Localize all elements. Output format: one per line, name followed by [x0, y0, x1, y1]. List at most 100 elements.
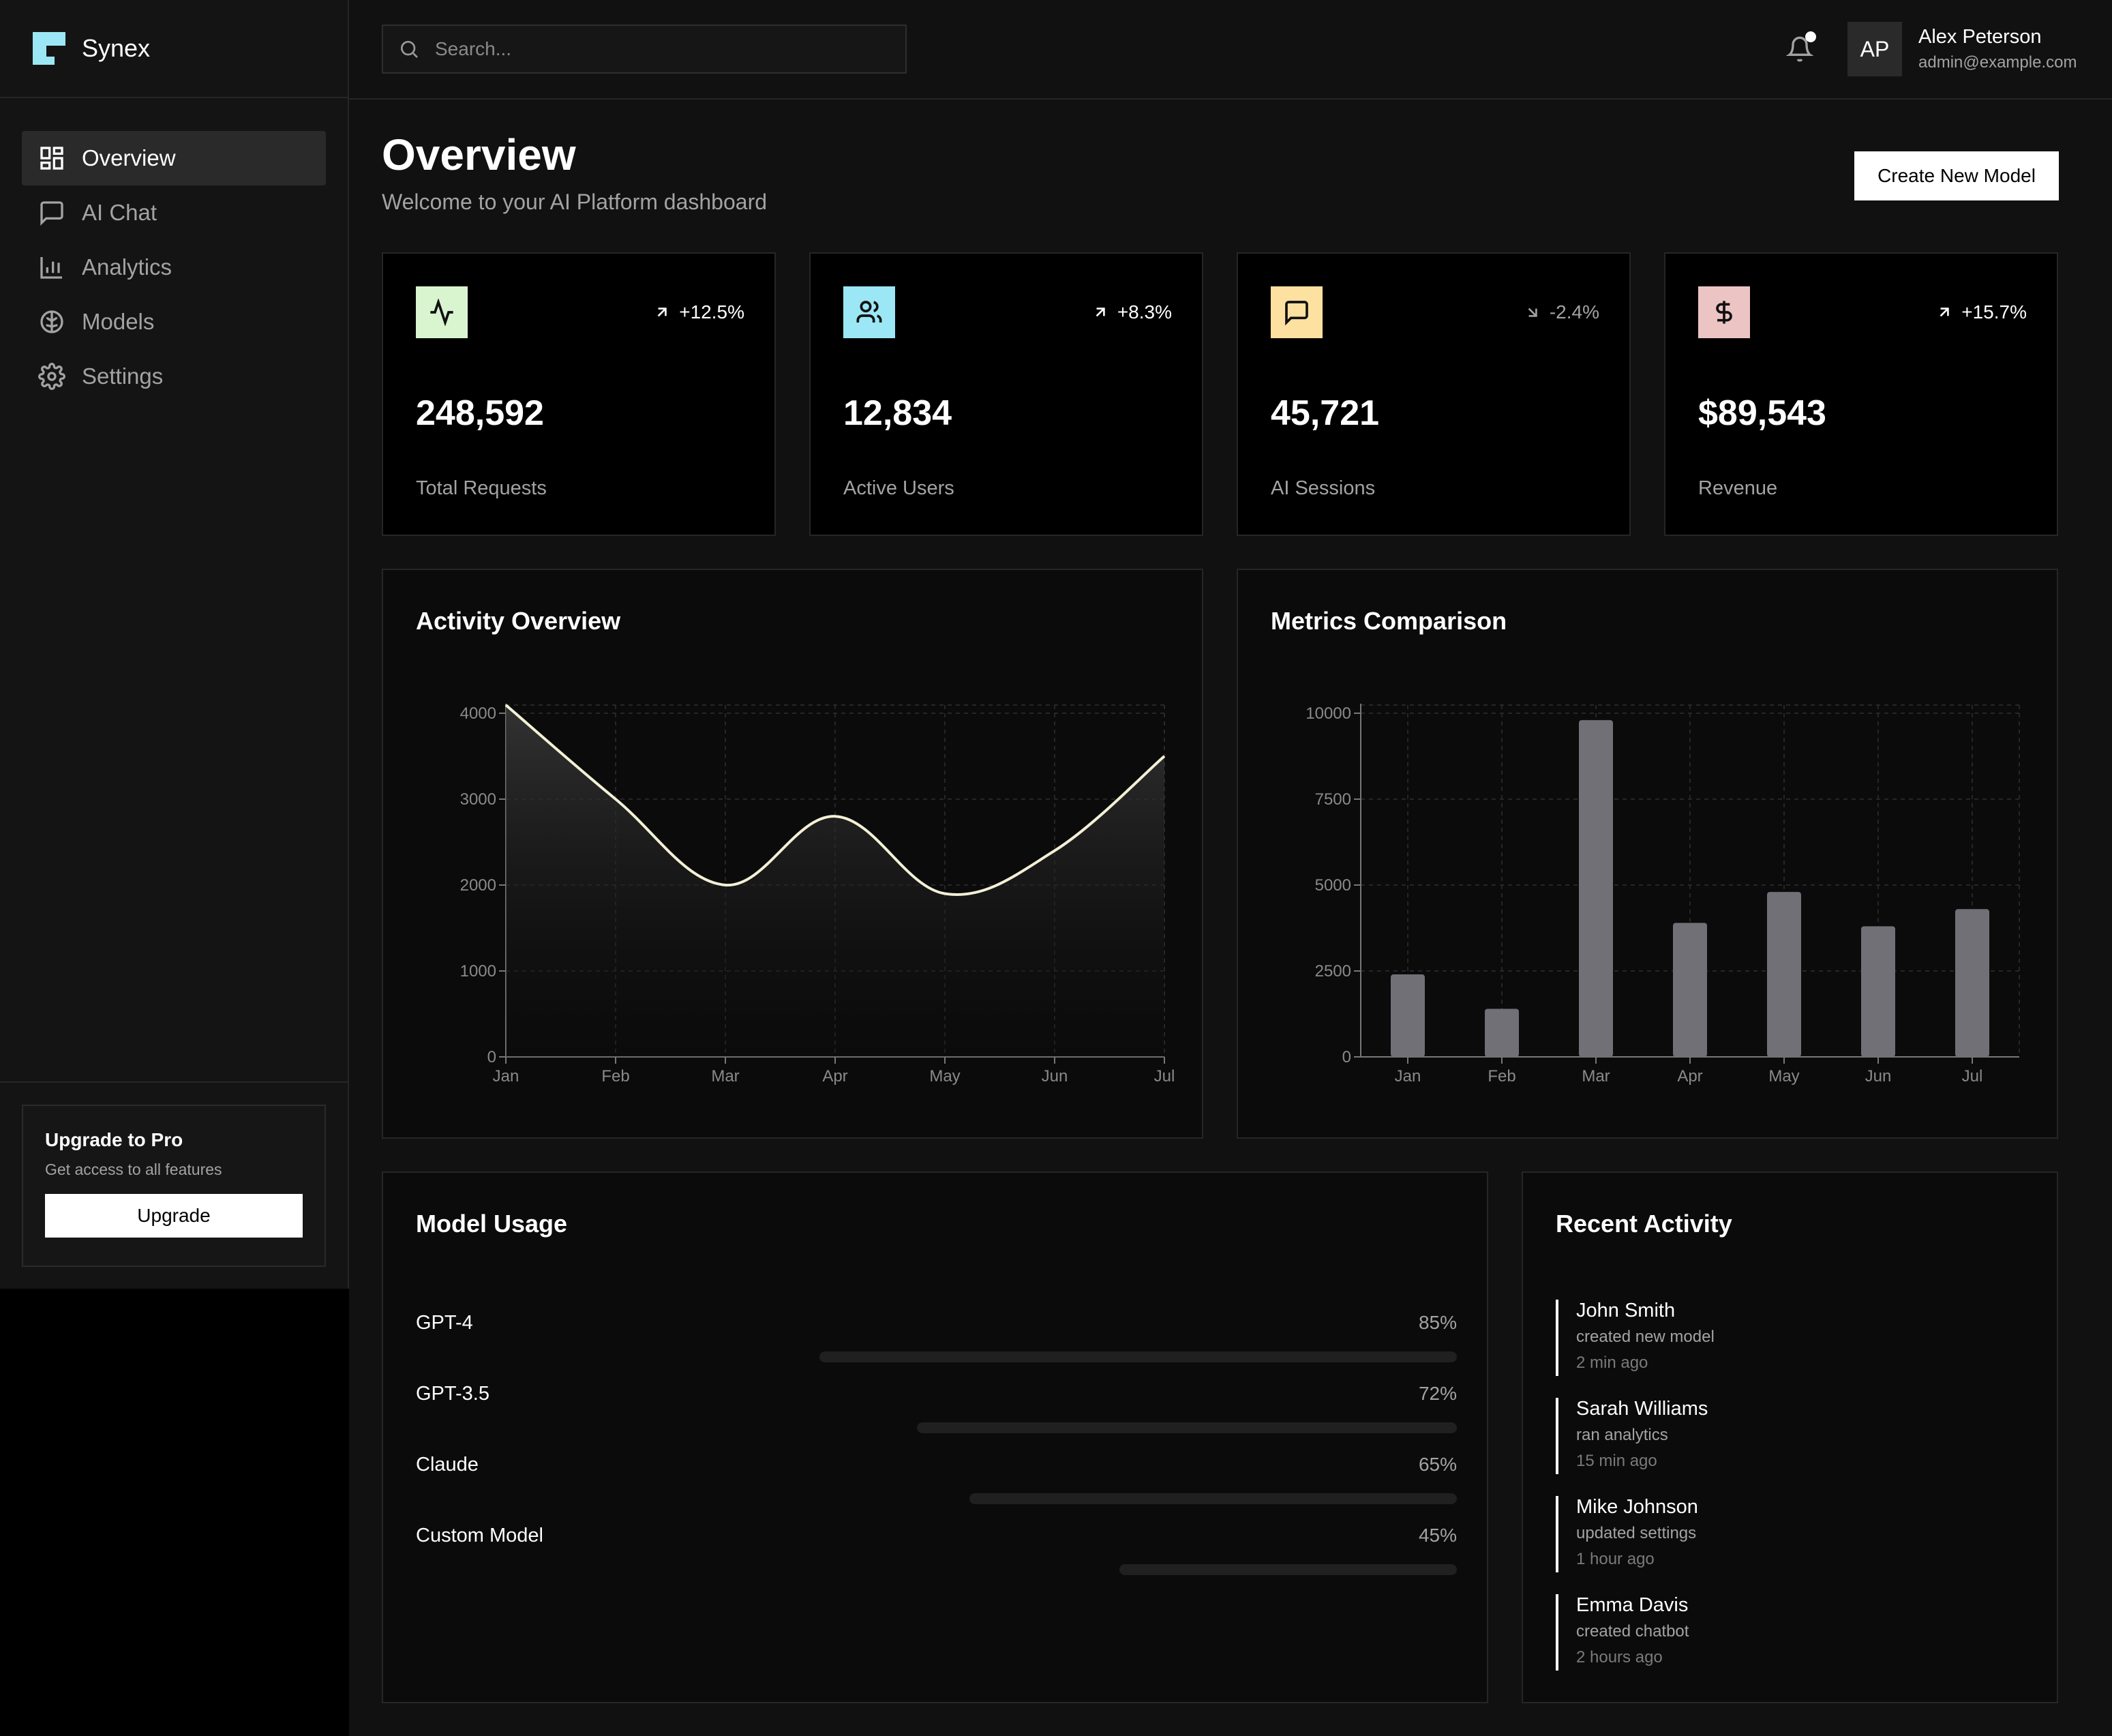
upgrade-title: Upgrade to Pro — [45, 1129, 183, 1150]
bell-icon — [1785, 36, 1814, 62]
y-tick-label: 2500 — [1315, 962, 1351, 981]
x-tick-label: Jun — [1042, 1067, 1068, 1086]
stat-label: AI Sessions — [1271, 477, 1376, 499]
stat-value: 248,592 — [416, 393, 544, 433]
bar[interactable] — [1485, 1008, 1519, 1057]
bar[interactable] — [1391, 974, 1425, 1057]
y-tick-label: 3000 — [460, 790, 496, 809]
metrics-chart[interactable]: 0 2500 5000 7500 10000 Jan Feb Mar Apr May Jun Jul — [1238, 570, 2060, 1140]
activity-action: created new model — [1576, 1328, 1715, 1346]
stat-value: $89,543 — [1698, 393, 1826, 433]
usage-bar — [707, 1564, 1457, 1575]
panel-title: Model Usage — [416, 1210, 568, 1238]
stat-change-value: +12.5% — [679, 301, 744, 323]
stat-card-active-users: +8.3% 12,834 Active Users — [809, 252, 1203, 536]
search-input[interactable] — [435, 38, 844, 60]
stat-change-value: +15.7% — [1961, 301, 2027, 323]
user-name: Alex Peterson — [1918, 26, 2042, 48]
sidebar-item-label: Analytics — [82, 254, 172, 280]
message-square-icon — [1285, 301, 1308, 326]
x-tick-label: Mar — [1582, 1067, 1610, 1086]
sidebar-item-label: AI Chat — [82, 200, 157, 225]
activity-user: Emma Davis — [1576, 1594, 1689, 1616]
activity-user: John Smith — [1576, 1300, 1676, 1321]
brand[interactable]: Synex — [0, 0, 348, 98]
usage-percent: 45% — [1418, 1525, 1457, 1546]
usage-row-custom-model: Custom Model 45% — [416, 1525, 1457, 1586]
x-tick-label: Jan — [1395, 1067, 1421, 1086]
y-tick-label: 0 — [487, 1048, 496, 1066]
x-tick-label: Feb — [1488, 1067, 1515, 1086]
y-tick-label: 1000 — [460, 962, 496, 981]
series-line[interactable] — [504, 704, 1166, 896]
usage-model-name: Custom Model — [416, 1525, 543, 1546]
sidebar-item-label: Models — [82, 309, 155, 334]
stat-label: Active Users — [843, 477, 954, 499]
sidebar-item-ai-chat[interactable]: AI Chat — [22, 185, 326, 240]
y-tick-label: 7500 — [1315, 790, 1351, 809]
activity-action: updated settings — [1576, 1524, 1697, 1542]
y-tick-label: 2000 — [460, 876, 496, 895]
recent-activity-panel: Recent Activity John Smith created new m… — [1522, 1171, 2058, 1703]
arrow-up-right-icon — [1940, 308, 1949, 317]
bar[interactable] — [1579, 720, 1613, 1057]
activity-item[interactable]: John Smith created new model 2 min ago — [1556, 1300, 1965, 1376]
x-tick-label: May — [1768, 1067, 1799, 1086]
upgrade-card: Upgrade to Pro Get access to all feature… — [22, 1105, 326, 1267]
stat-change: +8.3% — [1091, 301, 1172, 323]
sidebar-item-label: Settings — [82, 363, 164, 389]
sidebar-nav: Overview AI Chat Analytics Models Settin… — [0, 98, 348, 404]
sidebar-item-overview[interactable]: Overview — [22, 131, 326, 185]
users-icon — [856, 301, 882, 323]
activity-overview-panel: Activity Overview 0 1000 2000 3000 4000 Jan Fe… — [382, 569, 1203, 1139]
stat-change: +15.7% — [1935, 301, 2027, 323]
message-square-icon — [40, 201, 63, 226]
bar[interactable] — [1861, 926, 1895, 1057]
gear-icon — [38, 363, 65, 390]
notifications-button[interactable] — [1785, 31, 1816, 63]
stat-card-revenue: +15.7% $89,543 Revenue — [1664, 252, 2058, 536]
create-new-model-button[interactable]: Create New Model — [1854, 151, 2059, 200]
upgrade-button[interactable]: Upgrade — [45, 1194, 303, 1238]
panel-title: Metrics Comparison — [1271, 607, 1507, 635]
bar[interactable] — [1673, 923, 1707, 1057]
stat-label: Total Requests — [416, 477, 547, 499]
brand-name: Synex — [82, 34, 151, 62]
avatar[interactable]: AP — [1847, 22, 1902, 76]
sidebar-item-models[interactable]: Models — [22, 295, 326, 349]
dollar-icon — [1716, 301, 1732, 324]
activity-item[interactable]: Emma Davis created chatbot 2 hours ago — [1556, 1594, 1965, 1671]
area-fill — [506, 705, 1164, 1057]
activity-user: Sarah Williams — [1576, 1398, 1708, 1420]
usage-bar-fill — [819, 1351, 1457, 1362]
arrow-down-right-icon — [1528, 308, 1537, 317]
activity-time: 2 hours ago — [1576, 1648, 1663, 1666]
activity-time: 2 min ago — [1576, 1353, 1648, 1372]
activity-item[interactable]: Sarah Williams ran analytics 15 min ago — [1556, 1398, 1965, 1474]
sidebar-footer-area — [0, 1289, 349, 1736]
usage-bar-fill — [1119, 1564, 1457, 1575]
activity-action: ran analytics — [1576, 1426, 1668, 1444]
stat-icon-box — [416, 286, 468, 338]
sidebar-item-analytics[interactable]: Analytics — [22, 240, 326, 295]
sidebar-item-label: Overview — [82, 145, 176, 170]
activity-action: created chatbot — [1576, 1622, 1689, 1641]
user-email: admin@example.com — [1918, 53, 2077, 72]
bar-chart-icon — [40, 257, 62, 279]
search-box[interactable] — [382, 25, 907, 74]
upgrade-subtitle: Get access to all features — [45, 1161, 222, 1178]
activity-item[interactable]: Mike Johnson updated settings 1 hour ago — [1556, 1496, 1965, 1572]
usage-row-gpt-3-5: GPT-3.5 72% — [416, 1383, 1457, 1444]
y-tick-label: 4000 — [460, 704, 496, 723]
search-icon — [401, 41, 418, 58]
usage-bar — [707, 1493, 1457, 1504]
bar[interactable] — [1955, 909, 1989, 1057]
stat-card-ai-sessions: -2.4% 45,721 AI Sessions — [1237, 252, 1631, 536]
x-tick-label: Feb — [601, 1067, 629, 1086]
bar[interactable] — [1767, 892, 1801, 1057]
activity-chart[interactable]: 0 1000 2000 3000 4000 Jan Feb Mar Apr May Jun Jul — [383, 570, 1205, 1140]
stat-change-value: -2.4% — [1549, 301, 1599, 323]
x-tick-label: Jul — [1154, 1067, 1175, 1086]
sidebar-item-settings[interactable]: Settings — [22, 349, 326, 404]
brain-icon — [40, 310, 63, 333]
